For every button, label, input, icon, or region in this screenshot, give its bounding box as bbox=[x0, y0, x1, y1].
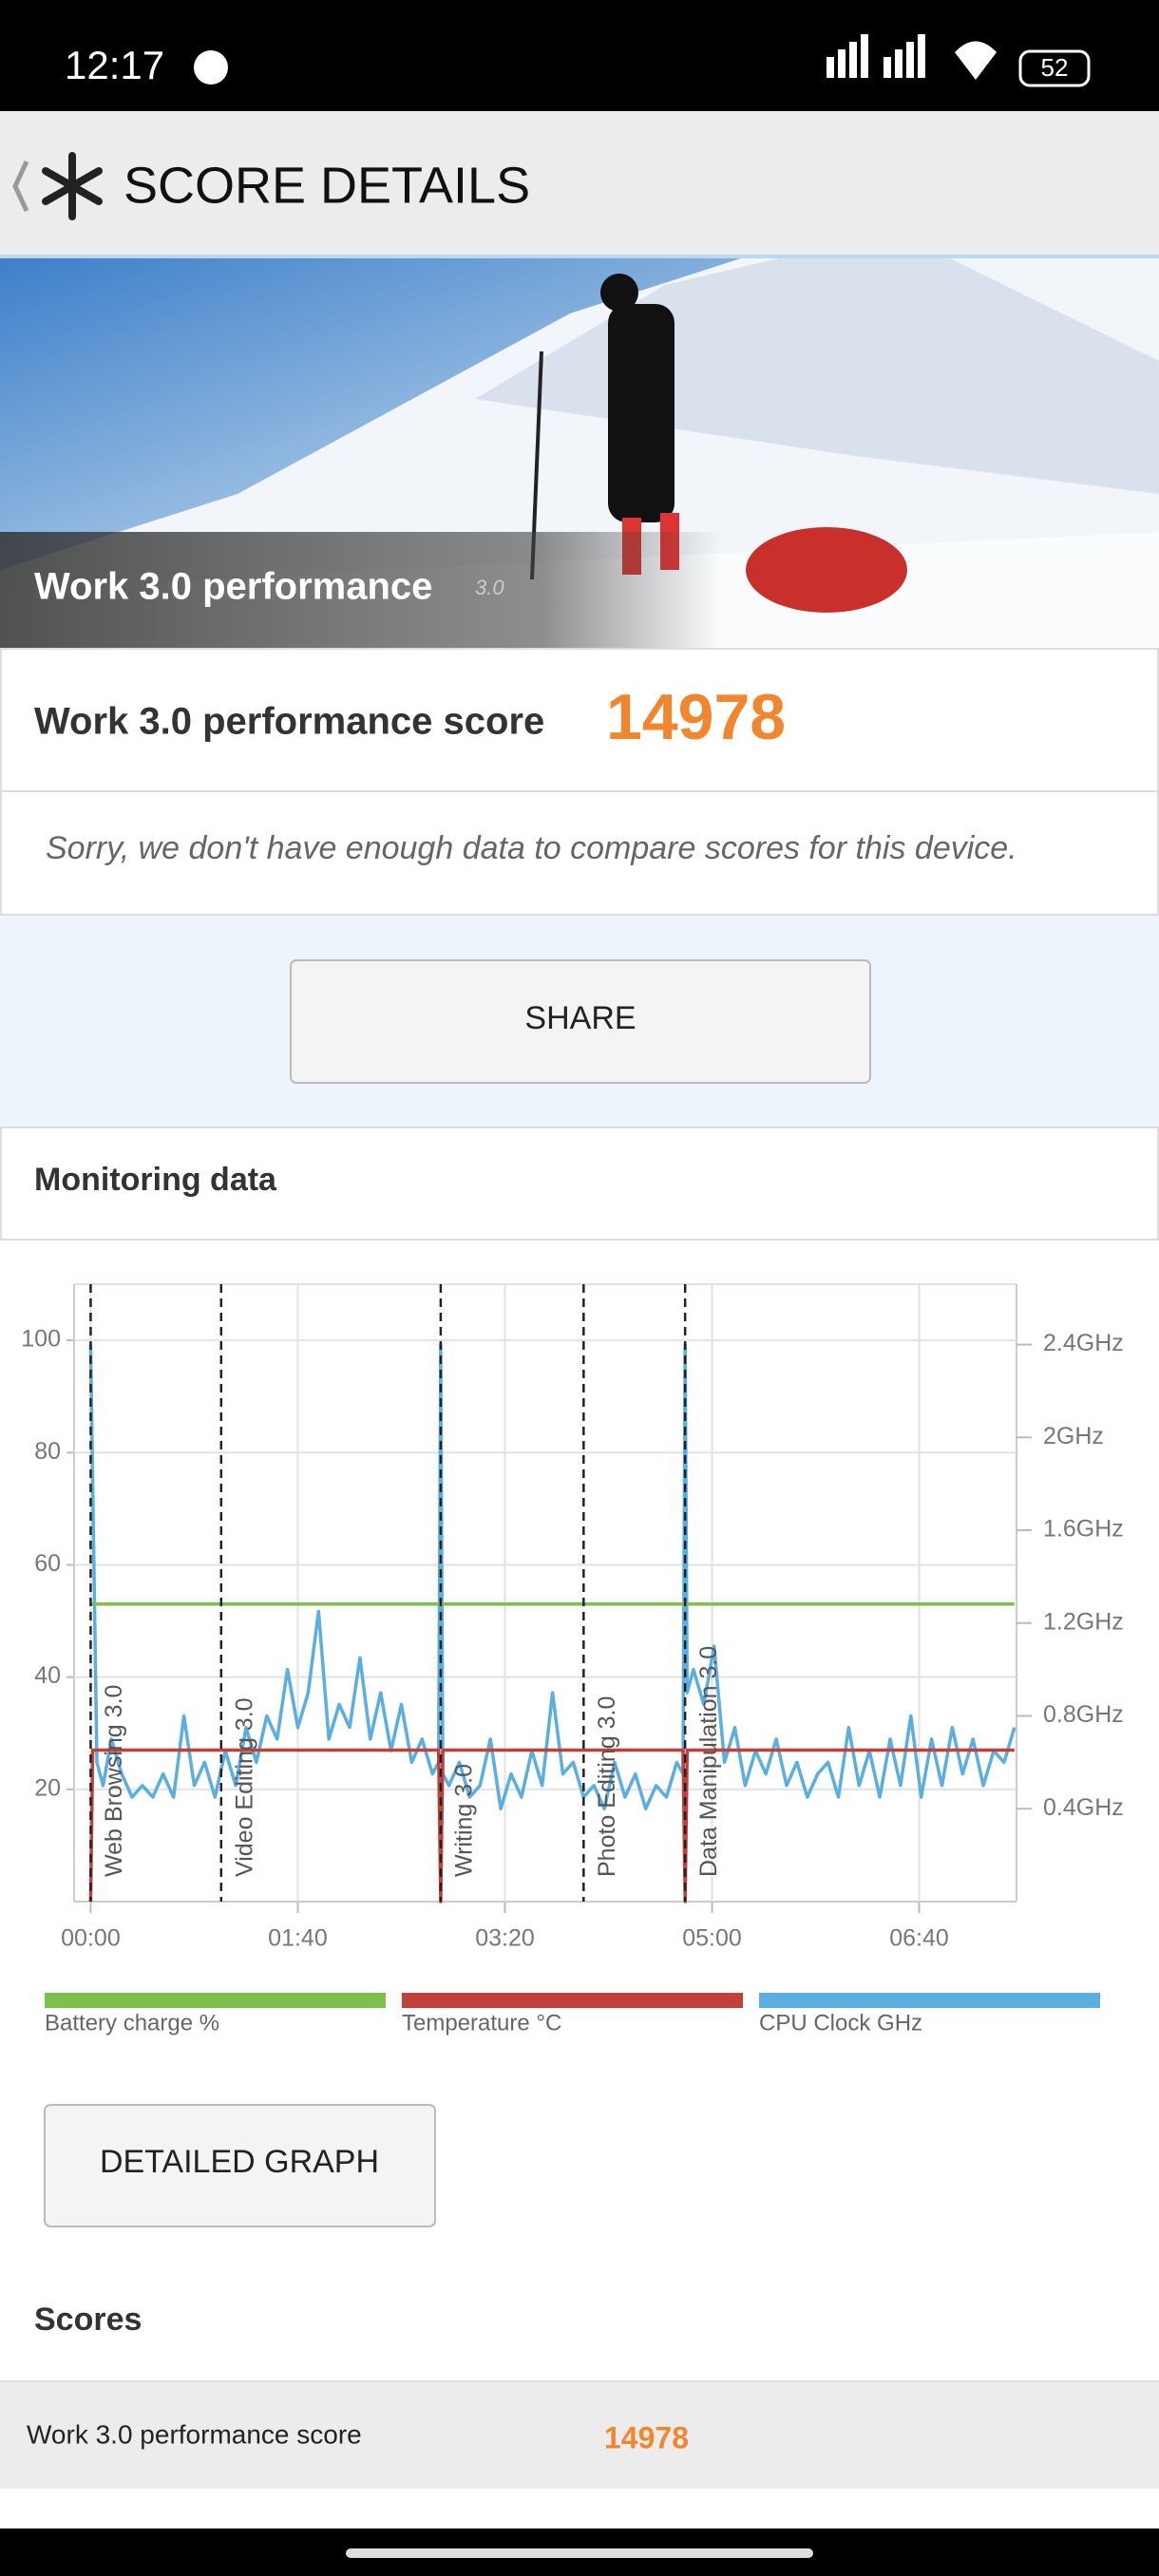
hero-version: 3.0 bbox=[475, 576, 504, 599]
share-button-label: SHARE bbox=[524, 1000, 636, 1036]
monitoring-title: Monitoring data bbox=[34, 1162, 277, 1198]
legend-swatch bbox=[402, 1993, 743, 2008]
y2-tick-label: 2GHz bbox=[1043, 1423, 1104, 1449]
status-time: 12:17 bbox=[65, 43, 164, 87]
y2-tick-label: 0.4GHz bbox=[1043, 1794, 1124, 1821]
y2-tick-label: 0.8GHz bbox=[1043, 1701, 1124, 1728]
scores-title: Scores bbox=[34, 2301, 142, 2338]
y2-tick-label: 1.6GHz bbox=[1043, 1516, 1124, 1543]
x-tick-label: 03:20 bbox=[475, 1925, 535, 1952]
section-label: Web Browsing 3.0 bbox=[101, 1685, 127, 1877]
y2-tick-label: 2.4GHz bbox=[1043, 1330, 1124, 1356]
x-tick-label: 06:40 bbox=[889, 1925, 949, 1952]
legend-swatch bbox=[45, 1993, 386, 2008]
x-tick-label: 00:00 bbox=[61, 1925, 121, 1952]
note: Sorry, we don't have enough data to comp… bbox=[46, 830, 1017, 866]
hero-band bbox=[0, 532, 722, 649]
detailed-graph-button[interactable]: DETAILED GRAPH bbox=[44, 2104, 436, 2227]
section-label: Photo Editing 3.0 bbox=[594, 1696, 620, 1877]
messenger-icon bbox=[194, 50, 228, 85]
score-table-label: Work 3.0 performance score bbox=[27, 2419, 362, 2449]
score-label: Work 3.0 performance score bbox=[34, 701, 544, 743]
section-label: Data Manipulation 3.0 bbox=[695, 1646, 722, 1877]
section-label: Video Editing 3.0 bbox=[231, 1697, 257, 1877]
x-tick-label: 01:40 bbox=[268, 1925, 328, 1952]
section-label: Writing 3.0 bbox=[451, 1764, 478, 1877]
hero-title: Work 3.0 performance bbox=[34, 566, 432, 608]
header-title: SCORE DETAILS bbox=[124, 157, 530, 214]
back-button[interactable] bbox=[12, 152, 103, 220]
x-tick-label: 05:00 bbox=[682, 1925, 742, 1952]
legend-swatch bbox=[759, 1993, 1100, 2008]
score-value: 14978 bbox=[606, 681, 786, 753]
series-line bbox=[88, 1748, 1015, 1904]
series-line bbox=[88, 1342, 1016, 1811]
score-row bbox=[0, 648, 1159, 792]
legend-label: Temperature °C bbox=[402, 2010, 561, 2036]
gesture-pill[interactable] bbox=[346, 2548, 813, 2558]
status-icons bbox=[826, 34, 997, 80]
y-tick-label: 80 bbox=[34, 1438, 61, 1465]
y2-tick-label: 1.2GHz bbox=[1043, 1608, 1124, 1635]
header-border bbox=[0, 255, 1159, 258]
battery-level: 52 bbox=[1041, 53, 1069, 82]
score-table-value: 14978 bbox=[604, 2420, 689, 2454]
legend-label: CPU Clock GHz bbox=[759, 2010, 922, 2036]
y-tick-label: 100 bbox=[21, 1326, 61, 1353]
divider bbox=[0, 2380, 1159, 2382]
monitoring-header bbox=[0, 1127, 1159, 1241]
score-table-row bbox=[0, 2382, 1159, 2489]
snowflake-icon bbox=[42, 152, 103, 220]
detailed-graph-button-label: DETAILED GRAPH bbox=[100, 2144, 379, 2180]
detailed-graph-button-bg bbox=[44, 2104, 436, 2227]
chart: 20 40 60 80 100 0.4GHz 0.8GHz 1.2GHz 1.6GHz 2GHz 2… bbox=[21, 1283, 1124, 2036]
y-tick-label: 60 bbox=[34, 1550, 61, 1577]
legend-label: Battery charge % bbox=[45, 2010, 219, 2036]
header bbox=[0, 111, 1159, 258]
y-tick-label: 40 bbox=[34, 1662, 61, 1689]
battery-icon bbox=[1018, 49, 1091, 87]
y-tick-label: 20 bbox=[34, 1774, 61, 1801]
share-button[interactable]: SHARE bbox=[290, 959, 871, 1084]
note-row bbox=[0, 790, 1159, 916]
share-button-bg bbox=[290, 959, 871, 1084]
